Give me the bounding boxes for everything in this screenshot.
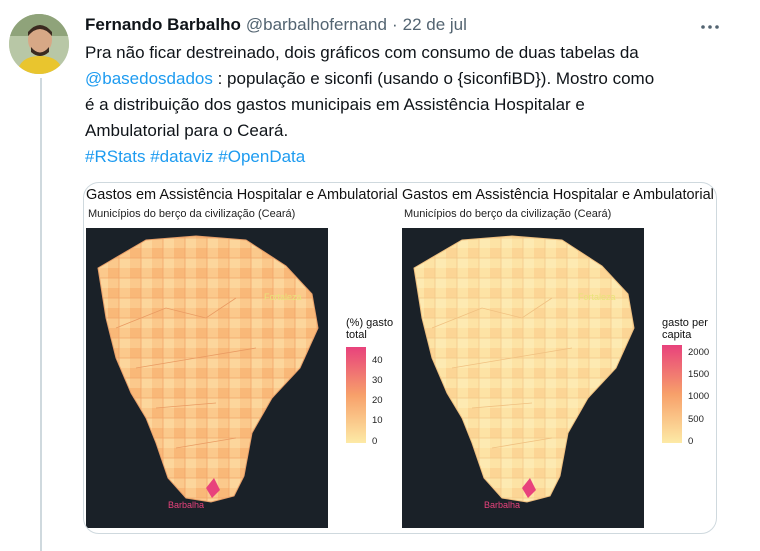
- tweet-text-line: Ambulatorial para o Ceará.: [85, 121, 289, 140]
- ceara-map: [97, 235, 319, 503]
- more-options-button[interactable]: [697, 14, 723, 40]
- mention-link[interactable]: @basedosdados: [85, 69, 213, 88]
- map-background: [402, 228, 644, 528]
- panel-subtitle: Municípios do berço da civilização (Cear…: [88, 208, 296, 220]
- map-panel-left: Gastos em Assistência Hospitalar e Ambul…: [84, 183, 400, 533]
- legend-tick: 30: [372, 375, 383, 386]
- legend-tick: 1000: [688, 391, 710, 402]
- panel-title: Gastos em Assistência Hospitalar e Ambul…: [86, 187, 398, 203]
- tweet-media-image[interactable]: Gastos em Assistência Hospitalar e Ambul…: [83, 182, 717, 534]
- thread-connector-line: [40, 78, 42, 551]
- tweet-date[interactable]: 22 de jul: [402, 15, 467, 34]
- author-name[interactable]: Fernando Barbalho: [85, 15, 241, 34]
- legend-tick: 20: [372, 395, 383, 406]
- legend-title-line: capita: [662, 329, 692, 341]
- user-avatar-icon: [9, 14, 69, 74]
- tweet: Fernando Barbalho @barbalhofernand · 22 …: [85, 12, 725, 170]
- city-label-barbalha: Barbalha: [484, 500, 521, 510]
- tweet-text: Pra não ficar destreinado, dois gráficos…: [85, 40, 725, 170]
- tweet-header: Fernando Barbalho @barbalhofernand · 22 …: [85, 12, 725, 38]
- city-label-fortaleza: Fortaleza: [578, 292, 616, 302]
- tweet-text-line: é a distribuição dos gastos municipais e…: [85, 95, 585, 114]
- avatar[interactable]: [9, 14, 69, 74]
- legend-title-line: gasto per: [662, 317, 708, 329]
- legend-tick: 1500: [688, 369, 710, 380]
- city-label-fortaleza: Fortaleza: [264, 292, 302, 302]
- legend-tick: 40: [372, 355, 383, 366]
- legend-tick: 0: [688, 436, 694, 447]
- ceara-map: [413, 235, 635, 503]
- legend-title: (%) gasto total: [346, 317, 393, 341]
- legend-color-bar: [346, 347, 366, 443]
- panel-subtitle: Municípios do berço da civilização (Cear…: [404, 208, 612, 220]
- legend-tick: 0: [372, 436, 378, 447]
- map-background: [86, 228, 328, 528]
- legend-tick: 10: [372, 415, 383, 426]
- more-horizontal-icon: [701, 25, 719, 29]
- separator-dot: ·: [391, 15, 398, 34]
- hashtags: #RStats #dataviz #OpenData: [85, 144, 725, 170]
- tweet-text-line: Pra não ficar destreinado, dois gráficos…: [85, 43, 639, 62]
- hashtag-dataviz[interactable]: #dataviz: [150, 147, 214, 166]
- legend-title-line: (%) gasto: [346, 317, 394, 329]
- hashtag-opendata[interactable]: #OpenData: [218, 147, 306, 166]
- tweet-text-fragment: : população e siconfi (usando o {siconfi…: [212, 69, 655, 88]
- city-label-barbalha: Barbalha: [168, 500, 205, 510]
- legend-color-bar: [662, 345, 682, 443]
- legend-title: gasto per capita: [662, 317, 708, 341]
- hashtag-rstats[interactable]: #RStats: [85, 147, 146, 166]
- author-handle[interactable]: @barbalhofernand: [245, 15, 387, 34]
- legend-tick: 2000: [688, 347, 710, 358]
- panel-title: Gastos em Assistência Hospitalar e Ambul…: [402, 187, 714, 203]
- legend-title-line: total: [346, 329, 367, 341]
- map-panel-right: Gastos em Assistência Hospitalar e Ambul…: [400, 183, 716, 533]
- legend-tick: 500: [688, 414, 704, 425]
- tweet-text-line: @basedosdados : população e siconfi (usa…: [85, 66, 725, 92]
